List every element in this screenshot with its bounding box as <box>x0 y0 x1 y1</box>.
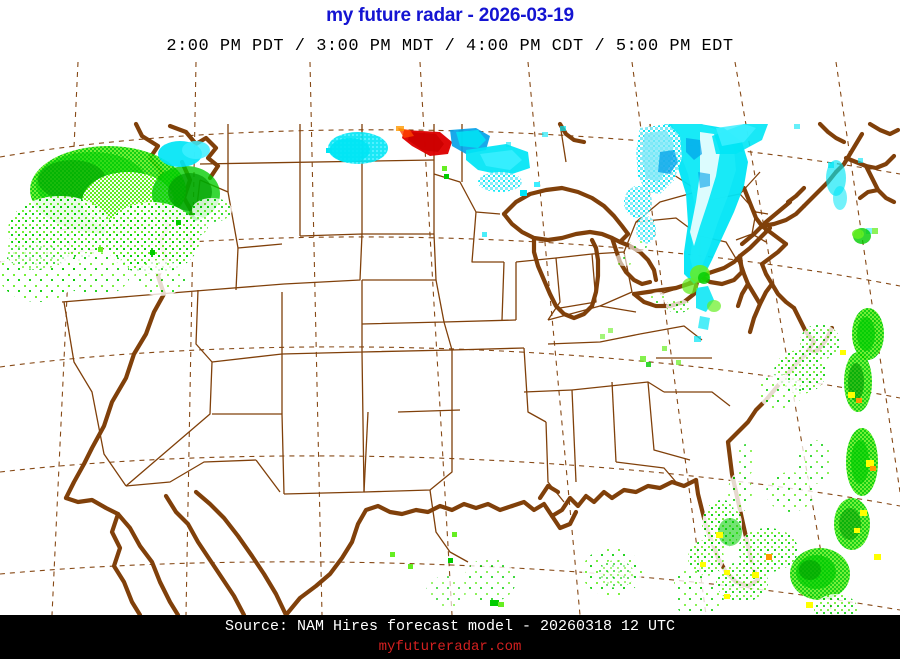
precip-montana-heavy-band <box>396 126 540 196</box>
footer-website-link[interactable]: myfutureradar.com <box>378 639 522 655</box>
precip-interior-isolated <box>482 126 681 367</box>
precip-florida <box>674 444 755 594</box>
valid-time-subtitle: 2:00 PM PDT / 3:00 PM MDT / 4:00 PM CDT … <box>166 37 734 56</box>
precip-gulf-scattered <box>390 532 642 608</box>
radar-map-canvas[interactable] <box>0 62 900 615</box>
page-footer: Source: NAM Hires forecast model - 20260… <box>0 615 900 659</box>
state-borders <box>59 123 769 563</box>
precip-northern-rockies <box>158 132 388 237</box>
page-header: my future radar - 2026-03-19 2:00 PM PDT… <box>0 0 900 62</box>
precip-northeast-snow <box>624 124 872 342</box>
precip-western-atlantic <box>676 308 884 615</box>
footer-source-text: Source: NAM Hires forecast model - 20260… <box>224 618 676 635</box>
precip-northeast-green <box>614 228 878 313</box>
radar-map[interactable] <box>0 62 900 615</box>
page-title: my future radar - 2026-03-19 <box>326 5 574 26</box>
